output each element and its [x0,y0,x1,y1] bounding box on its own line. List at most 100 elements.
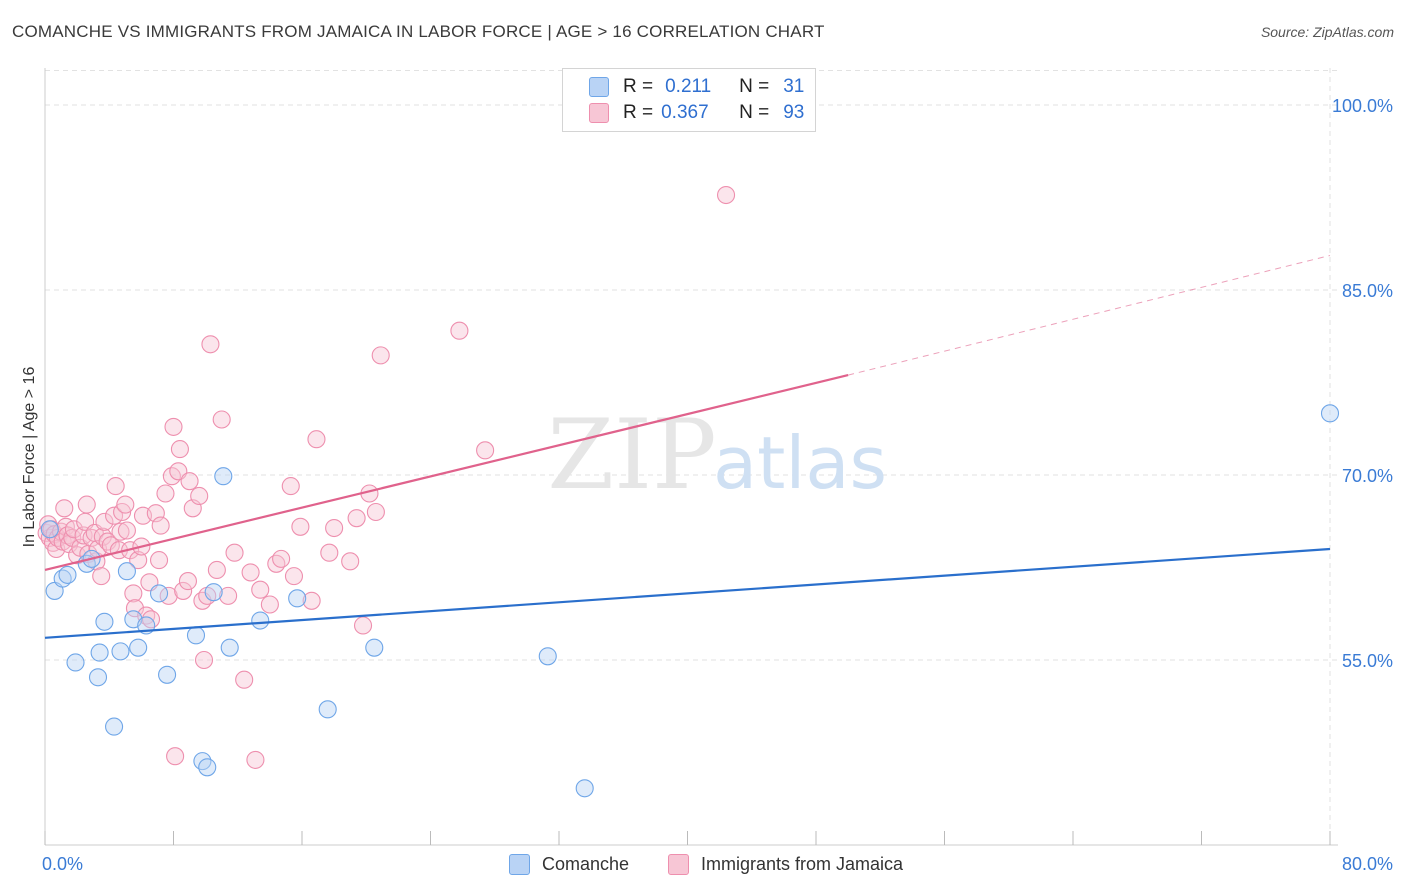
jamaica-point [476,441,495,460]
jamaica-point [320,543,339,562]
comanche-point [95,612,114,631]
comanche-point [318,700,337,719]
jamaica-point [291,517,310,536]
jamaica-point [95,512,114,531]
jamaica-legend-label: Immigrants from Jamaica [701,853,904,874]
jamaica-point [241,563,260,582]
y-tick-label: 100.0% [1332,96,1393,116]
comanche-point [158,665,177,684]
legend-r-label: R = [623,76,654,97]
axis-labels: 55.0% 70.0% 85.0% 100.0% 0.0% 80.0% In Labor F… [21,96,1393,874]
jamaica-point [366,502,385,522]
jamaica-point [347,509,366,528]
watermark: ZIP atlas [547,399,887,511]
comanche-point [40,520,59,539]
legend-n-label: N = [739,76,770,97]
source-label: Source: ZipAtlas.com [1260,24,1394,40]
jamaica-point [141,610,161,629]
jamaica-point [251,580,270,599]
comanche-point [251,611,270,630]
comanche-point [88,668,108,687]
jamaica-point [716,185,736,205]
jamaica-point [92,567,111,586]
comanche-point [575,779,594,798]
y-tick-label: 85.0% [1342,281,1393,301]
comanche-legend-swatch [509,853,530,875]
jamaica-point [235,670,254,689]
jamaica-point [219,586,238,605]
y-tick-label: 55.0% [1342,651,1393,671]
comanche-point [117,562,136,581]
jamaica-point [164,417,183,436]
jamaica-point [371,346,390,365]
watermark-atlas: atlas [713,421,887,505]
jamaica-point [267,554,286,573]
jamaica-point [207,560,226,580]
legend-n-value-comanche: 31 [783,76,805,97]
jamaica-point [180,472,199,491]
jamaica-legend-swatch [668,853,689,875]
comanche-point [365,638,384,657]
legend-n-label: N = [739,102,770,123]
bottom-legend-jamaica: Immigrants from Jamaica [668,851,903,877]
jamaica-point [55,499,74,518]
comanche-point [288,589,307,608]
y-axis-title: In Labor Force | Age > 16 [21,367,38,548]
jamaica-point [450,321,469,340]
comanche-point [129,638,148,657]
jamaica-point [64,520,83,539]
comanche-point [1320,404,1340,423]
jamaica-point [225,543,244,562]
legend-row-comanche: R = 0.211 N = 31 [589,74,804,100]
jamaica-point [124,584,143,603]
jamaica-point [149,551,169,570]
jamaica-trend-line [44,374,849,572]
jamaica-point [129,551,148,570]
jamaica-point [341,552,360,571]
comanche-points [40,404,1340,798]
comanche-point [214,467,233,486]
legend-row-jamaica: R = 0.367 N = 93 [589,100,804,126]
comanche-swatch [589,77,609,97]
comanche-point [105,717,124,736]
comanche-trend-line [44,547,1331,639]
legend-r-label: R = [623,102,654,123]
watermark-zip: ZIP [547,399,716,511]
legend-r-value-jamaica: 0.367 [661,102,709,123]
jamaica-point [260,595,279,614]
comanche-point [204,583,223,602]
jamaica-point [302,591,321,610]
comanche-point [220,638,239,657]
jamaica-point [284,567,304,586]
jamaica-point [156,484,175,503]
correlation-legend: R = 0.211 N = 31 R = 0.367 N = 93 [562,68,816,132]
comanche-legend-label: Comanche [542,853,630,874]
comanche-point [58,565,77,584]
comanche-point [198,758,217,777]
bottom-legend-comanche: Comanche [509,851,629,877]
jamaica-point [272,549,291,568]
jamaica-point [151,516,170,535]
jamaica-point [201,335,220,354]
jamaica-point [77,495,96,514]
jamaica-point [117,521,136,540]
comanche-point [538,647,557,666]
jamaica-point [281,477,300,496]
jamaica-point [190,486,209,506]
jamaica-point [116,495,135,514]
x-tick-label-max: 80.0% [1342,854,1393,874]
jamaica-swatch [589,103,609,123]
comanche-point [193,752,212,771]
trend-lines [44,254,1331,639]
comanche-point [149,584,169,603]
jamaica-point [106,477,125,496]
comanche-point [66,653,85,672]
legend-r-value-comanche: 0.211 [665,76,712,97]
grid-lines [45,68,1338,845]
jamaica-point [307,430,326,449]
y-tick-label: 70.0% [1342,466,1393,486]
jamaica-point [353,616,373,635]
legend-n-value-jamaica: 93 [783,102,805,123]
jamaica-point [194,650,214,670]
